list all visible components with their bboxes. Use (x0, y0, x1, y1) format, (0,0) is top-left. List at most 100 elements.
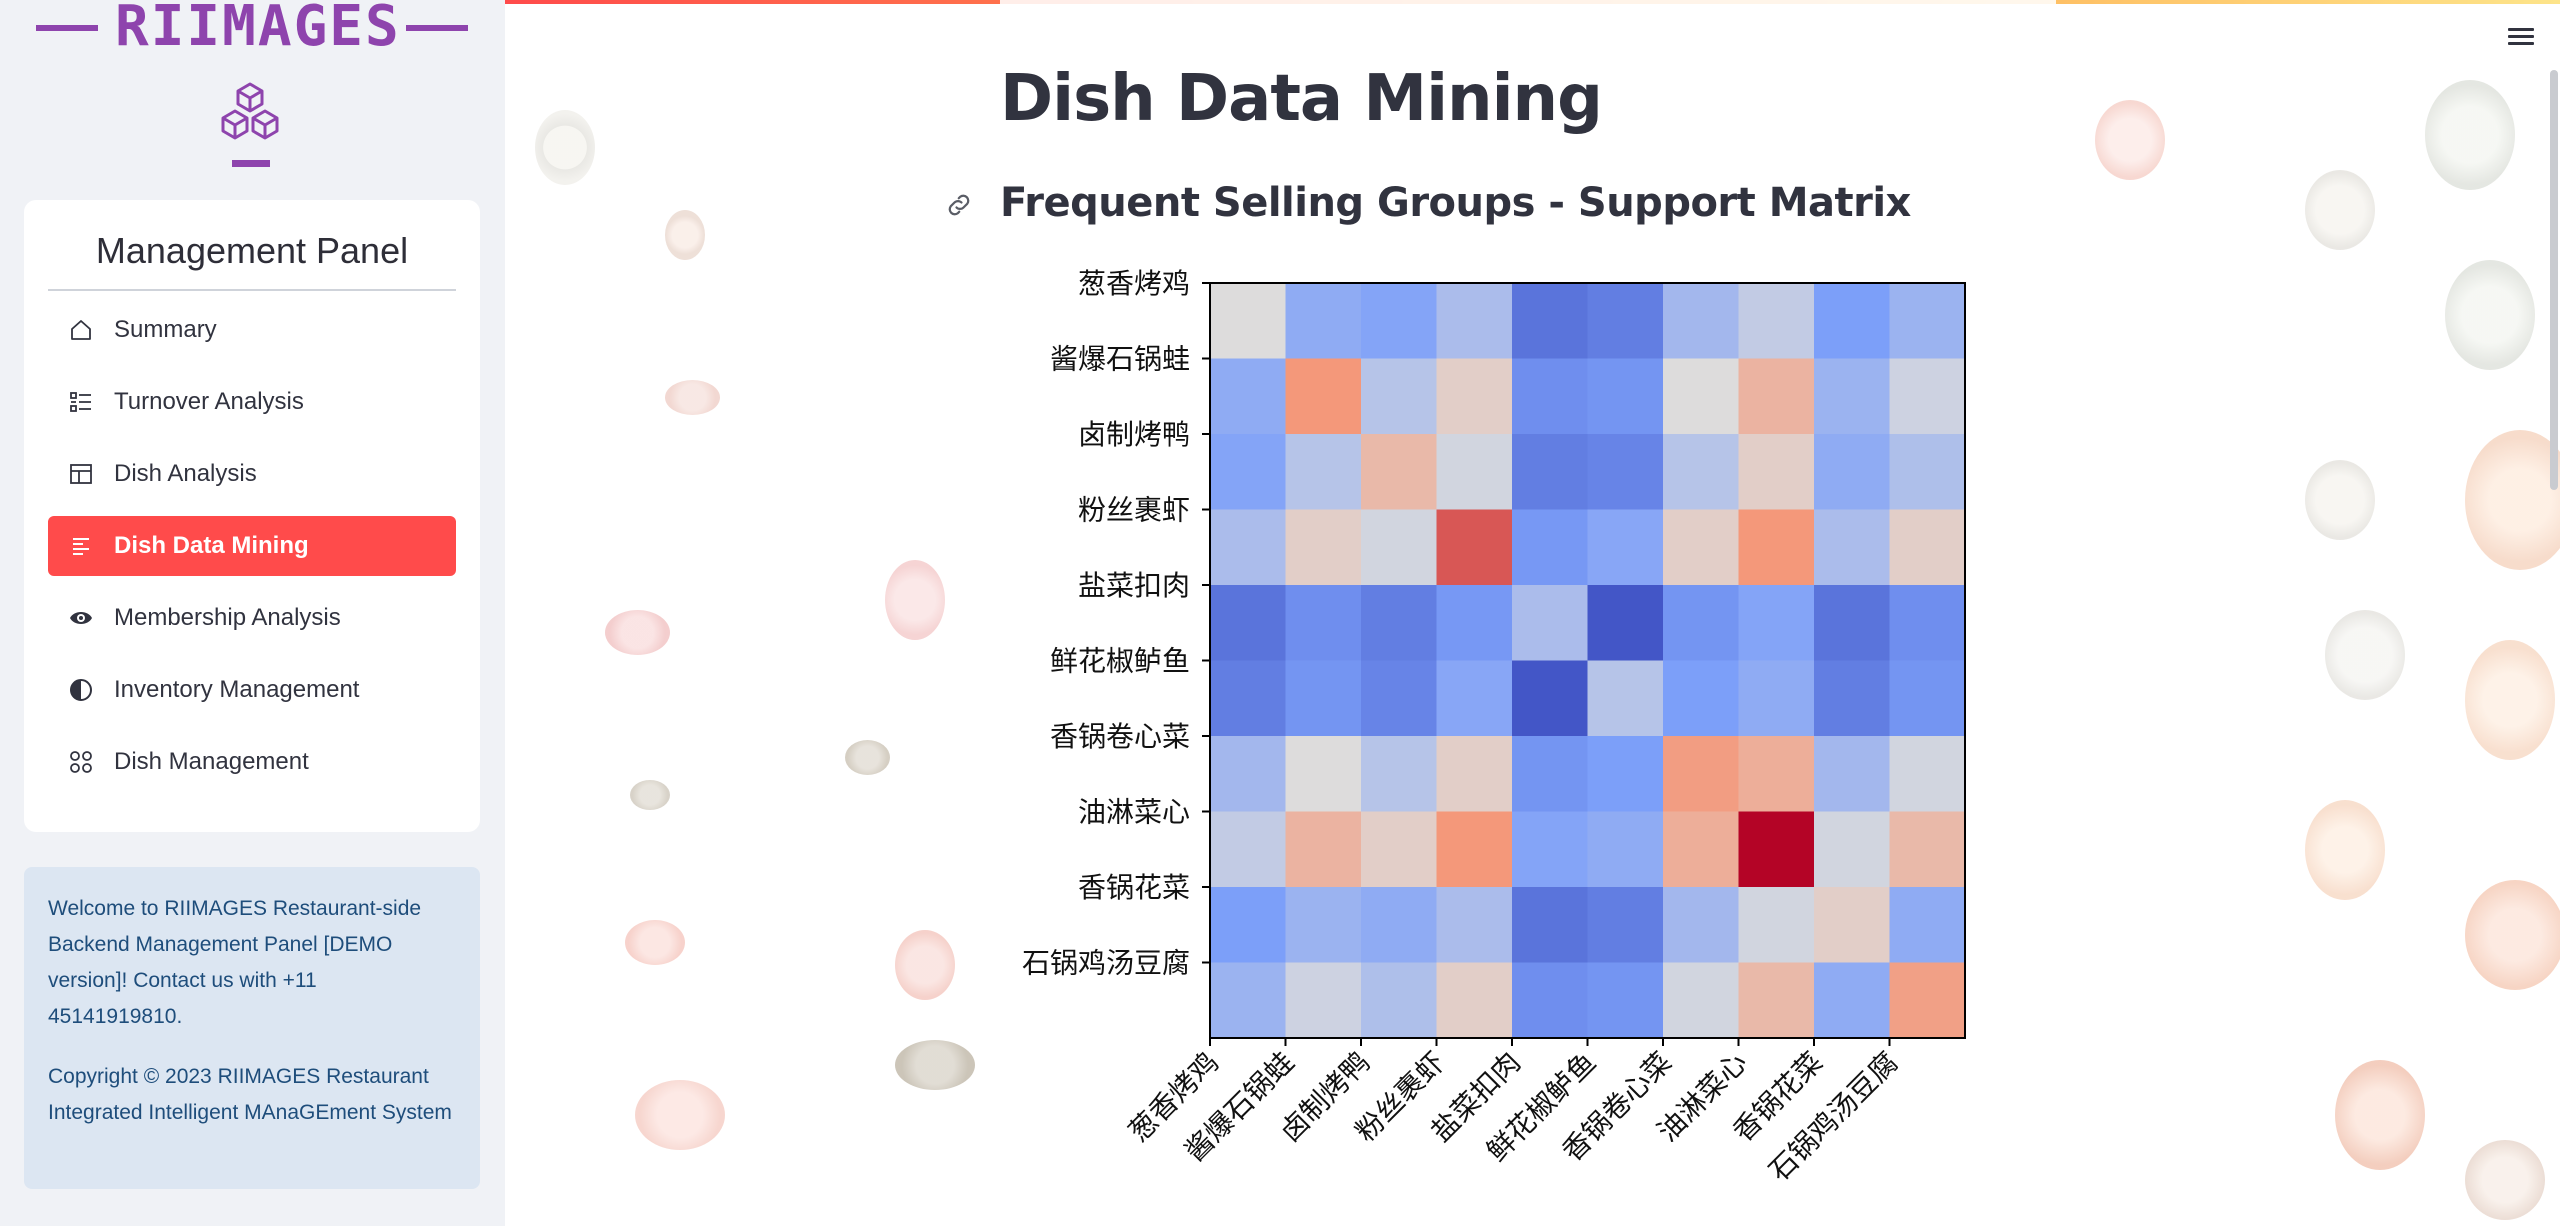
nav-item-dish-analysis[interactable]: Dish Analysis (48, 444, 456, 504)
heatmap-cell (1889, 585, 1966, 661)
nav-item-dish-data-mining[interactable]: Dish Data Mining (48, 516, 456, 576)
heatmap-cell (1814, 585, 1890, 661)
food-decoration (665, 210, 705, 260)
y-tick-label: 油淋菜心 (1078, 796, 1190, 829)
brand-dash (232, 160, 270, 167)
heatmap-cell (1738, 283, 1815, 359)
heatmap-cell (1663, 811, 1739, 888)
nav-item-label: Inventory Management (114, 676, 360, 703)
menu-hamburger-icon[interactable] (2508, 28, 2534, 50)
heatmap-cell (1587, 736, 1664, 812)
brand-line-right (406, 25, 468, 31)
heatmap-cell (1889, 811, 1966, 888)
heatmap-cell (1436, 509, 1513, 586)
heatmap-cell (1587, 358, 1664, 435)
management-panel: Management Panel Summary Turnover Analys… (24, 200, 480, 832)
nav-item-inventory-management[interactable]: Inventory Management (48, 660, 456, 720)
heatmap-cell (1285, 962, 1362, 1039)
heatmap-cell (1814, 736, 1890, 812)
scrollbar[interactable] (2550, 70, 2558, 490)
food-decoration (665, 380, 720, 415)
heatmap-cell (1361, 283, 1437, 359)
heatmap-cell (1512, 283, 1588, 359)
heatmap-cell (1889, 283, 1966, 359)
heatmap-cell (1512, 962, 1588, 1039)
half-circle-icon (68, 677, 94, 703)
heatmap-cell (1814, 283, 1890, 359)
anchor-link-icon[interactable] (944, 190, 974, 220)
heatmap-cell (1889, 509, 1966, 586)
food-decoration (2305, 800, 2385, 900)
nav-item-membership-analysis[interactable]: Membership Analysis (48, 588, 456, 648)
heatmap-cell (1285, 811, 1362, 888)
heatmap-cell (1210, 509, 1286, 586)
y-tick-label: 香锅卷心菜 (1050, 720, 1190, 753)
heatmap-cell (1738, 434, 1815, 510)
food-decoration (635, 1080, 725, 1150)
heatmap-cell (1512, 358, 1588, 435)
heatmap-cell (1663, 660, 1739, 737)
heatmap-cell (1512, 736, 1588, 812)
eye-icon (68, 605, 94, 631)
heatmap-cell (1436, 283, 1513, 359)
heatmap-cell (1210, 962, 1286, 1039)
heatmap-cell (1587, 660, 1664, 737)
food-decoration (2325, 610, 2405, 700)
section-subtitle: Frequent Selling Groups - Support Matrix (1000, 180, 1911, 226)
nav-item-turnover-analysis[interactable]: Turnover Analysis (48, 372, 456, 432)
heatmap-cell (1889, 962, 1966, 1039)
heatmap-cell (1889, 736, 1966, 812)
heatmap-cell (1587, 434, 1664, 510)
food-decoration (895, 930, 955, 1000)
heatmap-cell (1738, 660, 1815, 737)
food-decoration (2465, 1140, 2545, 1220)
panel-divider (48, 289, 456, 291)
heatmap-cell (1738, 736, 1815, 812)
nav-item-label: Summary (114, 316, 217, 343)
heatmap-cell (1889, 434, 1966, 510)
heatmap-cell (1285, 358, 1362, 435)
food-decoration (2425, 80, 2515, 190)
heatmap-cell (1814, 660, 1890, 737)
cubes-logo-icon (221, 82, 279, 140)
y-tick-label: 粉丝裹虾 (1078, 494, 1190, 527)
y-tick-label: 卤制烤鸭 (1078, 418, 1190, 451)
nav-item-dish-management[interactable]: Dish Management (48, 732, 456, 792)
heatmap-cell (1738, 887, 1815, 963)
heatmap-cell (1436, 660, 1513, 737)
heatmap-cell (1738, 811, 1815, 888)
heatmap-cell (1587, 283, 1664, 359)
page-title: Dish Data Mining (1000, 62, 1603, 136)
brand-line-left (36, 25, 98, 31)
heatmap-cell (1738, 962, 1815, 1039)
heatmap-cell (1663, 358, 1739, 435)
heatmap-cell (1436, 887, 1513, 963)
food-decoration (630, 780, 670, 810)
list-icon (68, 389, 94, 415)
heatmap-cell (1361, 811, 1437, 888)
heatmap-cell (1663, 585, 1739, 661)
food-decoration (625, 920, 685, 965)
y-tick-label: 葱香烤鸡 (1078, 268, 1190, 300)
heatmap-cell (1285, 283, 1362, 359)
y-tick-label: 石锅鸡汤豆腐 (1022, 947, 1190, 980)
heatmap-cell (1210, 585, 1286, 661)
nav-item-label: Dish Analysis (114, 460, 257, 487)
heatmap-cell (1663, 283, 1739, 359)
food-decoration (2465, 430, 2560, 570)
nav-item-label: Membership Analysis (114, 604, 341, 631)
y-tick-label: 鲜花椒鲈鱼 (1050, 645, 1190, 678)
heatmap-cell (1814, 887, 1890, 963)
heatmap-cell (1210, 660, 1286, 737)
food-decoration (2445, 260, 2535, 370)
heatmap-cell (1814, 509, 1890, 586)
brand-header: RIIMAGES (0, 0, 505, 60)
apps-icon (68, 749, 94, 775)
nav-item-summary[interactable]: Summary (48, 300, 456, 360)
food-decoration (2465, 640, 2555, 760)
heatmap-cell (1889, 358, 1966, 435)
heatmap-cell (1361, 887, 1437, 963)
heatmap-cell (1436, 962, 1513, 1039)
heatmap-cell (1210, 358, 1286, 435)
sidebar: RIIMAGES Management Panel Summary (0, 0, 505, 1226)
